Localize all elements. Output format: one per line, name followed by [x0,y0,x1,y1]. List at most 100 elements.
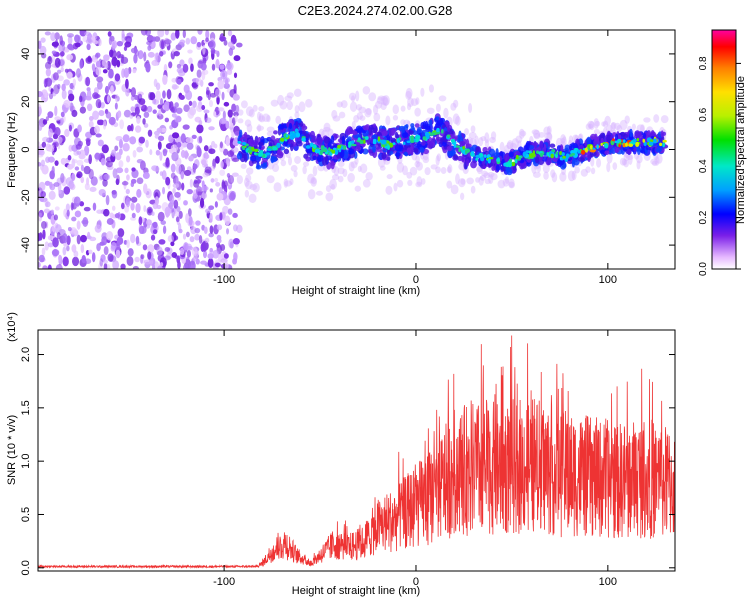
spectral-core [483,154,487,158]
noise-speckle [186,249,192,258]
spectral-halo [357,165,362,173]
noise-speckle [208,40,216,50]
spectral-halo [450,184,459,195]
spectral-halo [238,109,244,116]
noise-speckle [201,192,208,199]
spectral-band [637,146,641,156]
noise-speckle [130,202,135,211]
noise-speckle [187,109,195,119]
spectral-halo [258,113,264,122]
spectral-halo [560,134,566,144]
noise-speckle [96,76,104,83]
noise-speckle [179,94,185,101]
noise-speckle [208,82,214,87]
noise-speckle [178,210,183,219]
spectral-core [635,141,640,147]
spectral-core [380,139,387,145]
noise-speckle [213,111,217,117]
spectral-core [622,139,626,143]
spectral-halo [515,135,523,144]
noise-speckle [84,182,90,191]
noise-speckle [216,224,223,231]
spectral-band [330,160,335,170]
spectral-halo [532,129,541,139]
noise-speckle [87,55,92,63]
spectral-halo [323,122,331,132]
noise-speckle [84,95,92,101]
spectral-band [453,154,458,160]
noise-speckle [126,256,134,266]
spectral-halo [519,130,527,137]
spectral-core [539,152,544,157]
noise-speckle [44,93,48,99]
spectral-halo [347,172,355,183]
noise-speckle [228,192,236,202]
spectral-band [273,130,278,135]
noise-speckle [47,235,54,241]
spectral-halo [400,105,406,112]
noise-speckle [211,63,216,71]
noise-speckle [92,92,99,100]
noise-speckle [143,51,147,62]
spectral-halo [286,92,294,99]
noise-speckle [129,114,134,119]
spectral-halo [302,165,307,175]
snr-y-tick-label: 2.0 [20,347,32,362]
spectral-core [455,145,461,148]
spectral-core [242,146,246,151]
spectral-halo [518,128,525,139]
noise-speckle [74,210,82,218]
noise-speckle [54,224,62,235]
spectral-core [603,142,609,149]
noise-speckle [120,202,125,210]
noise-speckle [134,106,140,116]
spectral-band [512,165,517,171]
snr-y-tick-label: 0.0 [20,560,32,575]
noise-speckle [121,56,129,64]
spectral-core [276,142,281,148]
spectral-core [272,146,277,151]
noise-speckle [173,212,180,217]
spectral-halo [623,152,630,162]
noise-speckle [222,205,229,214]
noise-speckle [102,178,108,187]
noise-speckle [183,263,189,269]
noise-speckle [106,156,114,163]
spectral-halo [580,168,588,177]
noise-speckle [208,126,215,131]
spectral-band [372,144,377,153]
spectral-band [428,141,433,148]
spectral-core [529,152,533,159]
spectral-halo [279,100,288,110]
noise-speckle [176,78,182,85]
spectral-halo [479,175,487,181]
spectral-halo [240,100,248,109]
spectral-core [662,142,666,148]
noise-speckle [203,109,210,114]
noise-speckle [146,34,154,43]
noise-speckle [60,66,64,73]
spectral-halo [484,139,490,148]
noise-speckle [171,77,177,83]
spectral-band [629,128,633,138]
noise-speckle [105,160,113,168]
spectral-band [506,168,513,176]
noise-speckle [131,212,136,219]
spectral-halo [596,158,602,168]
noise-speckle [205,117,212,124]
noise-speckle [219,212,223,221]
noise-speckle [215,155,220,164]
spectral-core [350,140,355,144]
spectral-halo [533,132,541,140]
spectral-halo [503,144,510,155]
spectral-halo [475,177,480,183]
noise-speckle [74,34,80,43]
noise-speckle [170,32,177,41]
spectral-halo [606,152,613,164]
spectral-halo [375,100,383,109]
noise-speckle [109,49,114,58]
spectral-halo [543,171,549,180]
spectral-core [402,141,406,146]
spectral-core [406,140,411,144]
noise-speckle [38,254,45,263]
